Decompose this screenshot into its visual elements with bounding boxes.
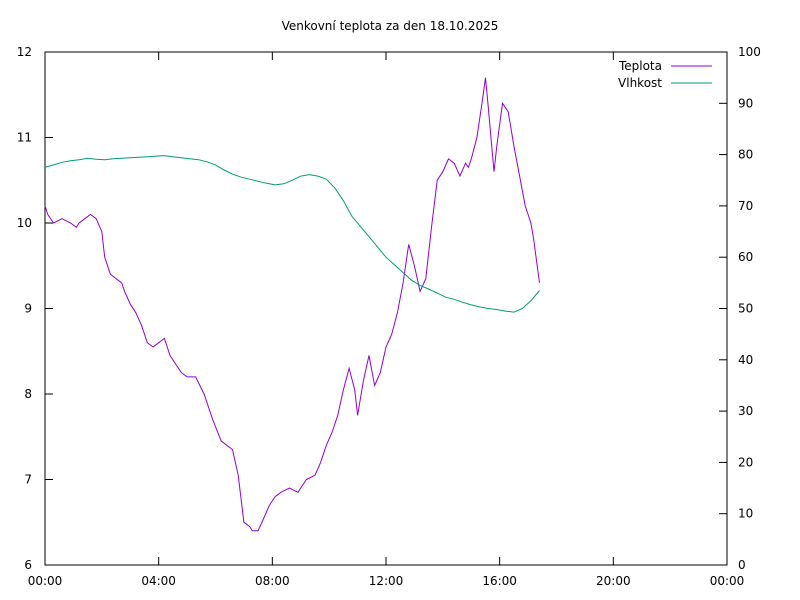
y-tick-label: 11	[17, 131, 32, 145]
y-tick-label: 12	[17, 45, 32, 59]
x-tick-label: 12:00	[369, 574, 404, 588]
y-axis-right: 0 10 20 30 40 50 60 70 80 90 100	[719, 45, 761, 572]
series-layer	[44, 77, 540, 532]
x-tick-label: 04:00	[141, 574, 176, 588]
plot-frame	[44, 51, 728, 566]
series-line-vlhkost	[44, 155, 540, 313]
y2-tick-label: 70	[738, 199, 753, 213]
y-tick-label: 8	[24, 387, 32, 401]
y-axis-left: 6 7 8 9 10 11 12	[17, 45, 53, 572]
x-tick-label: 08:00	[255, 574, 290, 588]
y2-tick-label: 50	[738, 302, 753, 316]
x-tick-label: 20:00	[596, 574, 631, 588]
legend-label-teplota: Teplota	[618, 59, 662, 73]
legend-label-vlhkost: Vlhkost	[618, 76, 662, 90]
y-tick-label: 10	[17, 216, 32, 230]
y2-tick-label: 60	[738, 250, 753, 264]
y2-tick-label: 30	[738, 404, 753, 418]
y2-tick-label: 0	[738, 558, 746, 572]
y2-tick-label: 40	[738, 353, 753, 367]
y2-tick-label: 20	[738, 455, 753, 469]
y2-tick-label: 100	[738, 45, 761, 59]
y2-tick-label: 90	[738, 96, 753, 110]
x-tick-label: 00:00	[710, 574, 745, 588]
legend: Teplota Vlhkost	[618, 59, 712, 90]
y2-tick-label: 10	[738, 507, 753, 521]
y-tick-label: 7	[24, 473, 32, 487]
x-tick-label: 00:00	[28, 574, 63, 588]
y-tick-label: 6	[24, 558, 32, 572]
chart-title: Venkovní teplota za den 18.10.2025	[282, 19, 499, 33]
y2-tick-label: 80	[738, 148, 753, 162]
x-axis: 00:00 04:00 08:00 12:00 16:00 20:00 00:00	[28, 52, 745, 588]
x-tick-label: 16:00	[482, 574, 517, 588]
y-tick-label: 9	[24, 302, 32, 316]
series-line-teplota	[44, 77, 540, 532]
